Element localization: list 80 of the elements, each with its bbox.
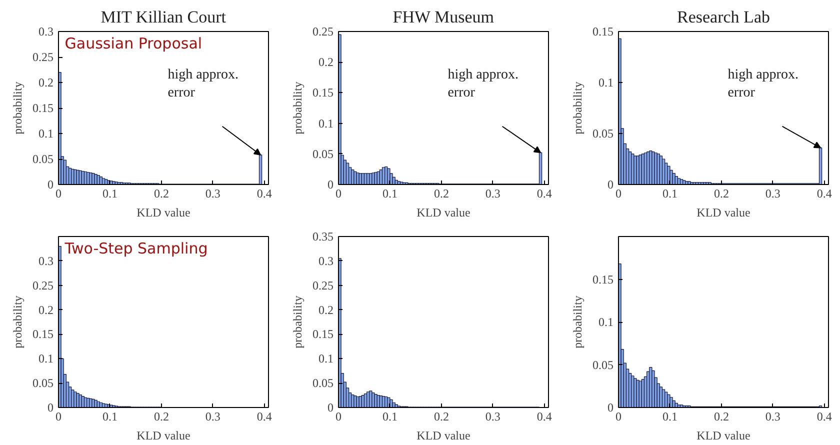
x-axis-title: KLD value: [416, 428, 470, 442]
annotation: high approx. error: [448, 67, 518, 100]
y-axis-title: probability: [570, 296, 584, 348]
x-tick-label: 0.3: [485, 186, 500, 200]
y-axis-title: probability: [290, 82, 304, 134]
x-tick-label: 0.3: [765, 186, 780, 200]
y-tick-label: 0.2: [318, 302, 334, 317]
y-tick-label: 0: [328, 178, 334, 192]
y-tick-label: 0.1: [38, 352, 54, 366]
y-tick-label: 0: [608, 400, 614, 414]
x-axis-title: KLD value: [136, 428, 190, 442]
y-tick-label: 0.25: [312, 278, 334, 292]
x-tick-label: 0.1: [382, 186, 398, 200]
y-axis-title: probability: [10, 82, 24, 134]
y-tick-label: 0: [328, 400, 334, 414]
x-tick-label: 0.2: [434, 410, 449, 424]
y-tick-label: 0.15: [312, 86, 334, 100]
x-tick-label: 0.1: [382, 410, 398, 424]
x-tick-label: 0.2: [434, 186, 449, 200]
x-tick-label: 0.4: [536, 410, 552, 424]
annotation: Gaussian Proposal: [64, 34, 202, 52]
x-tick-label: 0.1: [102, 410, 118, 424]
x-tick-label: 0.4: [816, 410, 832, 424]
x-tick-label: 0.4: [536, 186, 552, 200]
y-tick-label: 0: [608, 178, 614, 192]
annotation: high approx. error: [168, 67, 238, 100]
x-tick-label: 0.2: [154, 410, 169, 424]
x-axis-title: KLD value: [416, 206, 470, 220]
y-tick-label: 0.25: [32, 50, 54, 64]
y-tick-label: 0.15: [32, 327, 54, 342]
y-tick-label: 0.15: [32, 101, 54, 115]
x-tick-label: 0.3: [765, 410, 780, 424]
y-tick-label: 0.1: [318, 352, 334, 366]
y-tick-label: 0.15: [312, 327, 334, 342]
x-axis-title: KLD value: [136, 206, 190, 220]
y-axis-title: probability: [290, 296, 304, 348]
y-tick-label: 0.35: [312, 230, 334, 244]
y-tick-label: 0.2: [38, 76, 54, 90]
y-tick-label: 0.05: [592, 126, 614, 140]
y-tick-label: 0.1: [598, 76, 614, 90]
x-tick-label: 0.4: [256, 410, 272, 424]
x-tick-label: 0.4: [816, 186, 832, 200]
y-tick-label: 0.25: [312, 24, 334, 38]
y-tick-label: 0.3: [318, 254, 334, 268]
y-tick-label: 0.3: [38, 254, 54, 268]
y-tick-label: 0: [48, 400, 54, 414]
x-axis-title: KLD value: [696, 206, 750, 220]
y-tick-label: 0.3: [38, 24, 54, 38]
x-tick-label: 0.1: [662, 186, 678, 200]
x-tick-label: 0.2: [714, 410, 729, 424]
x-tick-label: 0.1: [102, 186, 118, 200]
y-tick-label: 0.1: [318, 116, 334, 130]
chart-title: MIT Killian Court: [100, 8, 226, 26]
x-tick-label: 0.3: [205, 410, 220, 424]
chart-title: Research Lab: [677, 8, 770, 26]
y-tick-label: 0.25: [32, 278, 54, 292]
y-tick-label: 0.15: [592, 24, 614, 38]
y-tick-label: 0.05: [592, 358, 614, 372]
x-tick-label: 0.3: [205, 186, 220, 200]
y-tick-label: 0: [48, 178, 54, 192]
x-tick-label: 0.4: [256, 186, 272, 200]
x-axis-title: KLD value: [696, 428, 750, 442]
annotation: Two-Step Sampling: [64, 240, 208, 258]
x-tick-label: 0.2: [154, 186, 169, 200]
y-tick-label: 0.1: [598, 315, 614, 329]
y-tick-label: 0.1: [38, 126, 54, 140]
y-tick-label: 0.05: [312, 146, 334, 161]
y-tick-label: 0.05: [312, 376, 334, 390]
annotation: high approx. error: [728, 67, 798, 100]
y-tick-label: 0.05: [32, 152, 54, 166]
y-axis-title: probability: [10, 296, 24, 348]
chart-title: FHW Museum: [392, 8, 494, 26]
y-tick-label: 0.2: [318, 55, 334, 70]
x-tick-label: 0.1: [662, 410, 678, 424]
x-tick-label: 0.3: [485, 410, 500, 424]
y-axis-title: probability: [570, 82, 584, 134]
x-tick-label: 0.2: [714, 186, 729, 200]
y-tick-label: 0.2: [38, 302, 54, 317]
y-tick-label: 0.05: [32, 376, 54, 390]
y-tick-label: 0.15: [592, 272, 614, 286]
